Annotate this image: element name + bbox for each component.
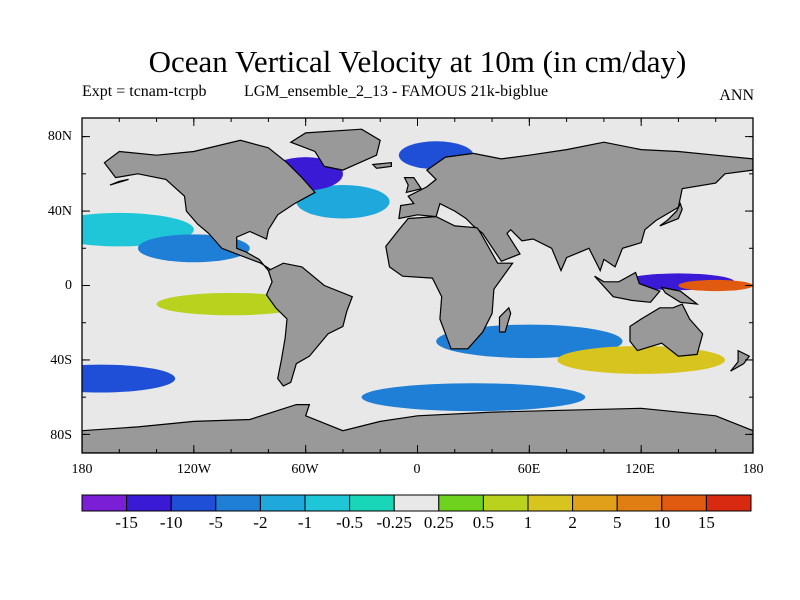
colorbar-swatch bbox=[81, 494, 128, 512]
land-alaska-islands bbox=[109, 178, 129, 186]
colorbar bbox=[81, 494, 752, 512]
colorbar-swatch bbox=[661, 494, 707, 512]
x-tick-60e: 60E bbox=[517, 462, 541, 477]
land-british-isles bbox=[403, 177, 423, 194]
season-label: ANN bbox=[719, 87, 754, 104]
colorbar-swatch bbox=[705, 494, 752, 512]
colorbar-swatch bbox=[349, 494, 395, 512]
velocity-patch bbox=[361, 383, 586, 412]
land-australia bbox=[629, 303, 704, 357]
x-tick-0: 0 bbox=[413, 462, 421, 477]
colorbar-swatch bbox=[527, 494, 574, 512]
colorbar-label: -0.5 bbox=[336, 513, 364, 532]
land-eurasia bbox=[398, 141, 753, 273]
land-indonesia bbox=[594, 271, 661, 303]
velocity-patch bbox=[678, 279, 753, 292]
colorbar-label: 0.5 bbox=[472, 513, 495, 532]
axis-ticks bbox=[81, 118, 754, 453]
colorbar-swatch bbox=[393, 494, 440, 512]
x-tick-180w: 180 bbox=[71, 462, 93, 477]
colorbar-label: 10 bbox=[653, 513, 671, 532]
y-tick-40s: 40S bbox=[50, 353, 72, 368]
land-africa bbox=[385, 215, 514, 350]
land-masses bbox=[82, 128, 753, 453]
colorbar-label: 0.25 bbox=[423, 513, 454, 532]
colorbar-swatch bbox=[259, 494, 306, 512]
land-north-america bbox=[103, 139, 316, 272]
colorbar-label: -15 bbox=[115, 513, 138, 532]
colorbar-swatch bbox=[170, 494, 217, 512]
velocity-patch bbox=[82, 364, 176, 393]
colorbar-swatch bbox=[482, 494, 529, 512]
y-tick-40n: 40N bbox=[47, 204, 72, 219]
colorbar-swatch bbox=[215, 494, 261, 512]
land-iceland bbox=[371, 162, 392, 169]
colorbar-swatch bbox=[304, 494, 351, 512]
land-new-zealand bbox=[730, 349, 751, 372]
land-japan bbox=[659, 202, 683, 227]
velocity-patch bbox=[156, 292, 306, 316]
colorbar-label: 15 bbox=[697, 513, 715, 532]
y-tick-80n: 80N bbox=[47, 129, 72, 144]
colorbar-swatch bbox=[126, 494, 172, 512]
x-tick-180e: 180 bbox=[742, 462, 764, 477]
colorbar-swatch bbox=[572, 494, 618, 512]
run-label: LGM_ensemble_2_13 - FAMOUS 21k-bigblue bbox=[244, 83, 549, 100]
colorbar-label: 5 bbox=[612, 513, 622, 532]
experiment-label: Expt = tcnam-tcrpb bbox=[82, 83, 207, 100]
land-madagascar bbox=[498, 306, 512, 333]
colorbar-label: -2 bbox=[253, 513, 268, 532]
colorbar-label: 1 bbox=[523, 513, 533, 532]
x-tick-120w: 120W bbox=[176, 462, 212, 477]
y-tick-80s: 80S bbox=[50, 428, 72, 443]
colorbar-label: 2 bbox=[568, 513, 577, 532]
colorbar-label: -10 bbox=[159, 513, 183, 532]
colorbar-label: -1 bbox=[297, 513, 313, 532]
velocity-patch bbox=[557, 345, 726, 374]
x-tick-120e: 120E bbox=[625, 462, 655, 477]
land-new-guinea bbox=[660, 286, 700, 305]
land-antarctica bbox=[82, 404, 753, 453]
map-title: Ocean Vertical Velocity at 10m (in cm/da… bbox=[148, 44, 687, 79]
colorbar-swatch bbox=[616, 494, 663, 512]
colorbar-label: -5 bbox=[208, 513, 223, 532]
land-south-america bbox=[265, 262, 354, 387]
x-tick-60w: 60W bbox=[291, 462, 319, 477]
colorbar-label: -0.25 bbox=[376, 513, 412, 532]
velocity-patch bbox=[296, 185, 390, 219]
y-tick-0: 0 bbox=[65, 278, 72, 293]
colorbar-swatch bbox=[438, 494, 484, 512]
velocity-patch bbox=[436, 324, 623, 359]
land-greenland bbox=[289, 128, 381, 171]
